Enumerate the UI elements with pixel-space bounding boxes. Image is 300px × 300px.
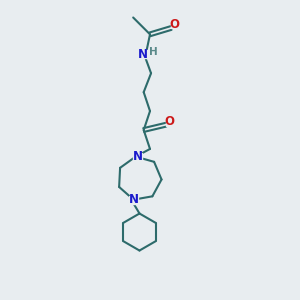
Text: O: O	[165, 115, 175, 128]
Text: H: H	[149, 47, 158, 57]
Bar	[133, 153, 142, 160]
Bar	[129, 196, 138, 204]
Bar	[139, 50, 147, 58]
Bar	[150, 49, 156, 55]
Bar	[166, 118, 174, 126]
Text: N: N	[138, 48, 148, 61]
Bar	[171, 20, 179, 28]
Text: N: N	[133, 150, 143, 163]
Text: O: O	[170, 18, 180, 31]
Text: N: N	[128, 193, 139, 206]
